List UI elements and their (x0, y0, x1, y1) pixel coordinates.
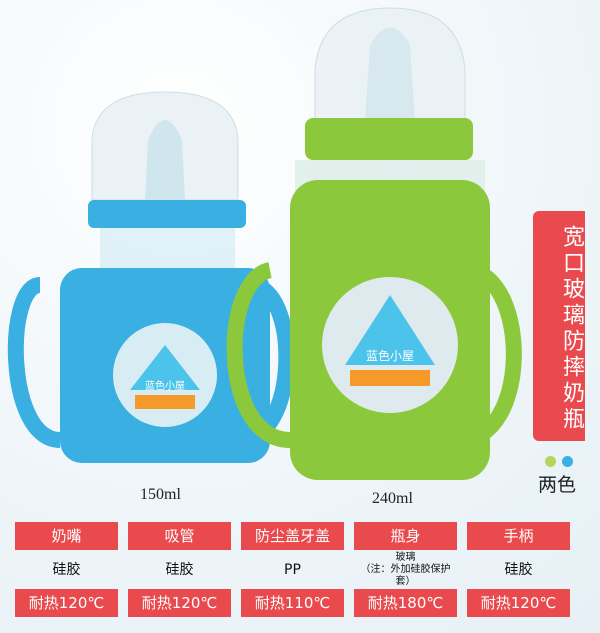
size-label-240: 240ml (372, 490, 413, 507)
spec-part: 吸管 (128, 522, 231, 550)
blue-logo-text: 蓝色小屋 (145, 379, 185, 392)
blue-handle-left (7, 277, 62, 448)
spec-material: 硅胶 (15, 551, 118, 589)
material-text: PP (284, 562, 301, 578)
material-text: 硅胶 (52, 562, 81, 578)
material-text: 硅胶 (165, 562, 194, 578)
material-text: 玻璃 (395, 552, 416, 563)
spec-material: PP (241, 551, 344, 589)
spec-heat: 耐热120℃ (15, 589, 118, 617)
spec-column: 手柄 硅胶 耐热120℃ (467, 522, 570, 617)
spec-heat: 耐热110℃ (241, 589, 344, 617)
green-nipple (365, 27, 415, 120)
spec-part: 瓶身 (354, 522, 457, 550)
color-swatches (545, 452, 579, 471)
spec-part: 手柄 (467, 522, 570, 550)
size-label-150: 150ml (140, 486, 181, 503)
product-title: 宽口玻璃防摔奶瓶 (533, 211, 585, 441)
material-text: 硅胶 (504, 562, 533, 578)
spec-heat: 耐热120℃ (128, 589, 231, 617)
spec-column: 瓶身 玻璃 （注：外加硅胶保护套） 耐热180℃ (354, 522, 457, 617)
spec-column: 防尘盖牙盖 PP 耐热110℃ (241, 522, 344, 617)
blue-swatch (562, 456, 573, 467)
spec-heat: 耐热120℃ (467, 589, 570, 617)
color-count-label: 两色 (538, 474, 577, 496)
green-swatch (545, 456, 556, 467)
spec-column: 奶嘴 硅胶 耐热120℃ (15, 522, 118, 617)
blue-collar (88, 200, 246, 228)
spec-material: 硅胶 (467, 551, 570, 589)
green-handle-left (226, 262, 291, 448)
blue-nipple (145, 120, 185, 200)
spec-heat: 耐热180℃ (354, 589, 457, 617)
spec-part: 奶嘴 (15, 522, 118, 550)
blue-bottle: 蓝色小屋 (7, 91, 295, 463)
material-note: （注：外加硅胶保护套） (360, 564, 451, 587)
spec-material: 硅胶 (128, 551, 231, 589)
green-collar (305, 118, 473, 160)
green-logo-text: 蓝色小屋 (366, 349, 414, 363)
green-bottle: 蓝色小屋 (226, 7, 522, 480)
spec-part: 防尘盖牙盖 (241, 522, 344, 550)
spec-material: 玻璃 （注：外加硅胶保护套） (354, 551, 457, 589)
spec-column: 吸管 硅胶 耐热120℃ (128, 522, 231, 617)
